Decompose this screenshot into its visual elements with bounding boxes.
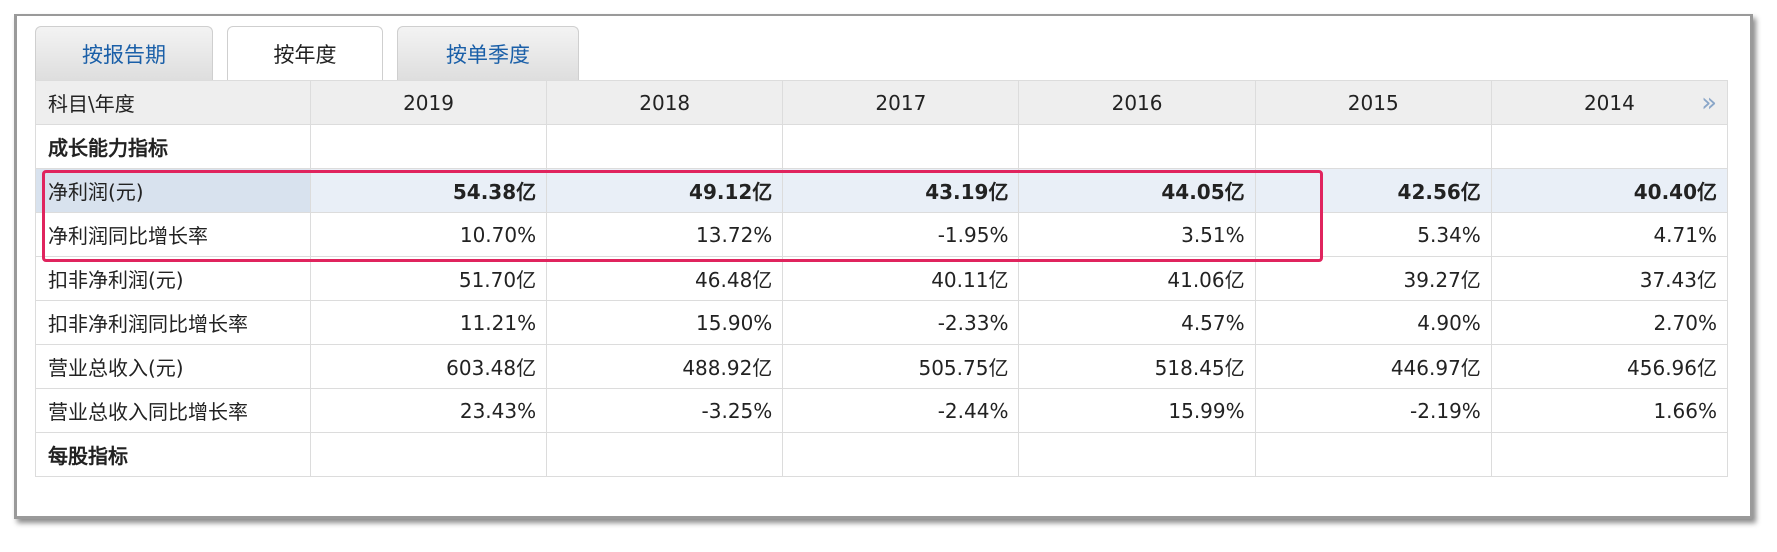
table-cell: 37.43亿 [1490, 256, 1729, 301]
tab-by-report-period[interactable]: 按报告期 [35, 26, 213, 80]
table-row-deducted-net-profit-growth: 扣非净利润同比增长率 11.21% 15.90% -2.33% 4.57% 4.… [35, 300, 1729, 345]
row-label: 成长能力指标 [35, 124, 311, 169]
table-cell: 488.92亿 [546, 344, 784, 389]
row-label: 每股指标 [35, 432, 311, 477]
year-2014-header: 2014 » [1490, 80, 1729, 125]
header-label: 科目\年度 [35, 80, 311, 125]
table-cell [1018, 432, 1256, 477]
period-tabs: 按报告期 按年度 按单季度 [35, 26, 593, 80]
table-cell: 11.21% [309, 300, 548, 345]
financial-indicators-panel: 按报告期 按年度 按单季度 科目\年度 2019 2018 2017 2016 … [14, 14, 1753, 519]
table-cell [782, 432, 1020, 477]
tab-by-quarter[interactable]: 按单季度 [397, 26, 579, 80]
table-cell: 13.72% [546, 212, 784, 257]
table-cell [1490, 124, 1729, 169]
table-cell: 49.12亿 [546, 168, 784, 213]
table-cell: 603.48亿 [309, 344, 548, 389]
year-2017-header: 2017 [782, 80, 1020, 125]
table-cell: -2.19% [1254, 388, 1492, 433]
table-cell [309, 432, 548, 477]
row-label: 营业总收入(元) [35, 344, 311, 389]
table-row-section-per-share: 每股指标 [35, 432, 1729, 477]
table-cell [1254, 124, 1492, 169]
table-cell [1490, 432, 1729, 477]
table-cell: 15.99% [1018, 388, 1256, 433]
table-cell: 46.48亿 [546, 256, 784, 301]
table-row-total-revenue: 营业总收入(元) 603.48亿 488.92亿 505.75亿 518.45亿… [35, 344, 1729, 389]
table-cell [309, 124, 548, 169]
year-2019-header: 2019 [309, 80, 548, 125]
tab-by-year[interactable]: 按年度 [227, 26, 383, 80]
table-cell: 505.75亿 [782, 344, 1020, 389]
more-columns-icon[interactable]: » [1701, 87, 1717, 118]
row-label: 扣非净利润(元) [35, 256, 311, 301]
table-cell: 5.34% [1254, 212, 1492, 257]
financial-table: 科目\年度 2019 2018 2017 2016 2015 2014 » 成长… [35, 80, 1729, 477]
row-label: 净利润(元) [35, 168, 311, 213]
year-2016-header: 2016 [1018, 80, 1256, 125]
table-cell: 2.70% [1490, 300, 1729, 345]
table-cell [1254, 432, 1492, 477]
table-cell: 4.71% [1490, 212, 1729, 257]
table-cell: -3.25% [546, 388, 784, 433]
table-cell: 43.19亿 [782, 168, 1020, 213]
row-label: 净利润同比增长率 [35, 212, 311, 257]
table-header-row: 科目\年度 2019 2018 2017 2016 2015 2014 » [35, 80, 1729, 125]
row-label: 扣非净利润同比增长率 [35, 300, 311, 345]
table-row-net-profit: 净利润(元) 54.38亿 49.12亿 43.19亿 44.05亿 42.56… [35, 168, 1729, 213]
table-row-section-growth: 成长能力指标 [35, 124, 1729, 169]
table-cell: 518.45亿 [1018, 344, 1256, 389]
table-row-net-profit-growth: 净利润同比增长率 10.70% 13.72% -1.95% 3.51% 5.34… [35, 212, 1729, 257]
table-cell: 41.06亿 [1018, 256, 1256, 301]
table-cell [546, 124, 784, 169]
table-cell: 4.57% [1018, 300, 1256, 345]
year-2015-header: 2015 [1254, 80, 1492, 125]
table-row-total-revenue-growth: 营业总收入同比增长率 23.43% -3.25% -2.44% 15.99% -… [35, 388, 1729, 433]
table-cell: 4.90% [1254, 300, 1492, 345]
table-cell [1018, 124, 1256, 169]
row-label: 营业总收入同比增长率 [35, 388, 311, 433]
table-cell: 10.70% [309, 212, 548, 257]
table-cell: 23.43% [309, 388, 548, 433]
table-cell: 40.11亿 [782, 256, 1020, 301]
table-cell: 1.66% [1490, 388, 1729, 433]
table-cell: 3.51% [1018, 212, 1256, 257]
table-cell: -2.33% [782, 300, 1020, 345]
table-cell: 15.90% [546, 300, 784, 345]
table-cell: 40.40亿 [1490, 168, 1729, 213]
table-row-deducted-net-profit: 扣非净利润(元) 51.70亿 46.48亿 40.11亿 41.06亿 39.… [35, 256, 1729, 301]
table-cell [782, 124, 1020, 169]
table-cell: 42.56亿 [1254, 168, 1492, 213]
table-cell: -2.44% [782, 388, 1020, 433]
table-cell: 446.97亿 [1254, 344, 1492, 389]
table-cell: 54.38亿 [309, 168, 548, 213]
table-cell: -1.95% [782, 212, 1020, 257]
year-2014-label: 2014 [1583, 90, 1635, 115]
table-cell: 39.27亿 [1254, 256, 1492, 301]
table-cell: 44.05亿 [1018, 168, 1256, 213]
year-2018-header: 2018 [546, 80, 784, 125]
table-cell: 456.96亿 [1490, 344, 1729, 389]
table-cell [546, 432, 784, 477]
table-cell: 51.70亿 [309, 256, 548, 301]
